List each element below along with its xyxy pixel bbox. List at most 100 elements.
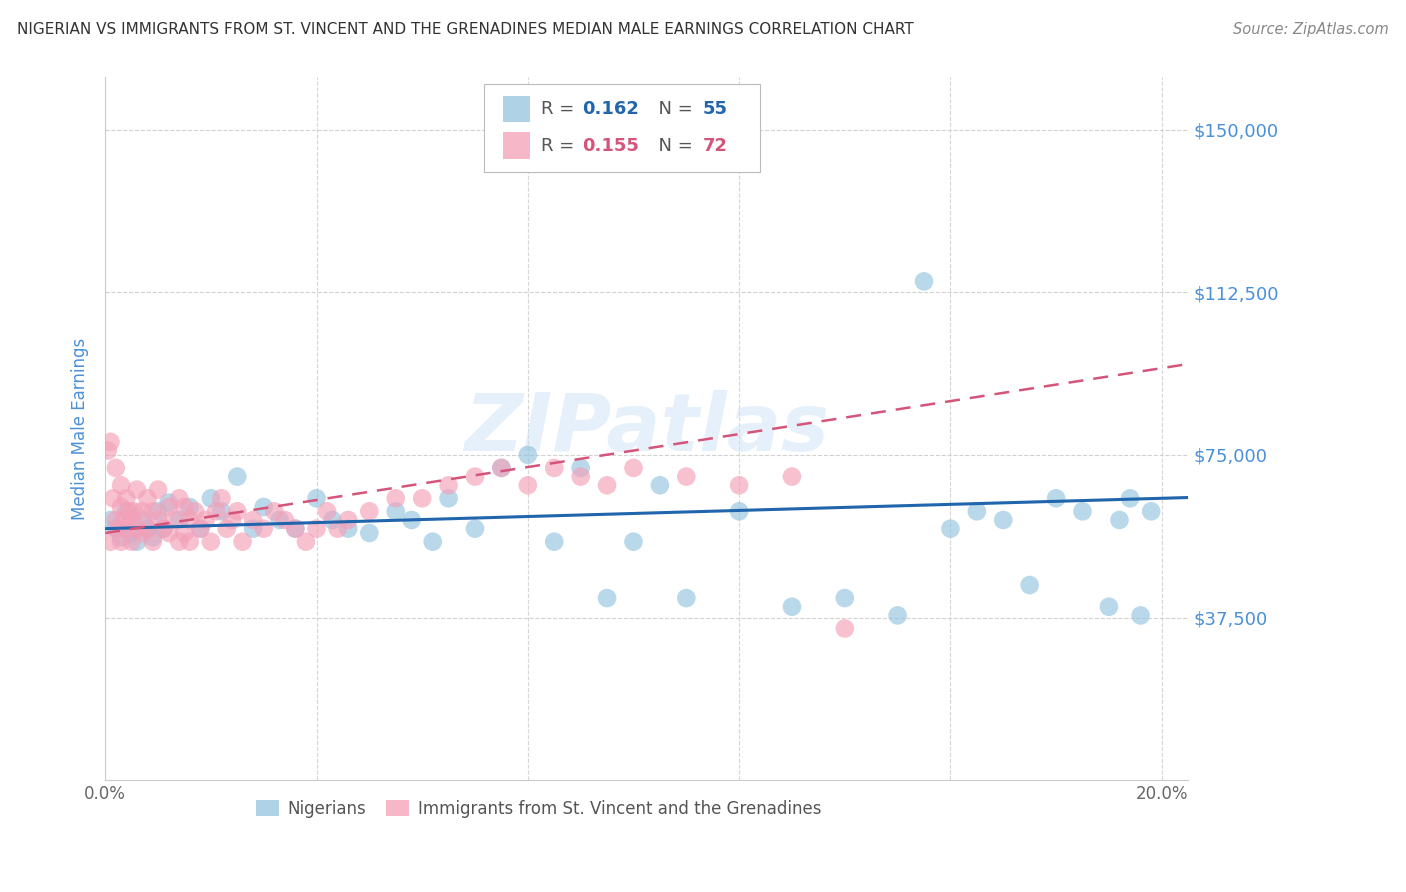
Text: R =: R = bbox=[540, 100, 579, 118]
Point bbox=[179, 534, 201, 549]
Point bbox=[780, 469, 803, 483]
Point bbox=[1129, 608, 1152, 623]
Point bbox=[146, 513, 169, 527]
Point bbox=[780, 599, 803, 614]
Point bbox=[675, 591, 697, 605]
Point bbox=[110, 478, 132, 492]
Point bbox=[188, 522, 211, 536]
Point bbox=[131, 513, 153, 527]
Point bbox=[157, 495, 180, 509]
Point bbox=[215, 522, 238, 536]
Point bbox=[146, 504, 169, 518]
Point bbox=[648, 478, 671, 492]
Point bbox=[316, 504, 339, 518]
Point bbox=[209, 491, 232, 506]
Point bbox=[100, 534, 122, 549]
Point bbox=[359, 526, 381, 541]
Point bbox=[125, 534, 148, 549]
Point bbox=[112, 513, 135, 527]
Point bbox=[623, 534, 645, 549]
Point bbox=[305, 491, 328, 506]
Point bbox=[152, 522, 174, 536]
Point bbox=[104, 522, 127, 536]
Point bbox=[834, 591, 856, 605]
Point bbox=[284, 522, 307, 536]
Point bbox=[167, 534, 190, 549]
Point bbox=[115, 491, 138, 506]
Point bbox=[728, 478, 751, 492]
Text: 0.155: 0.155 bbox=[582, 136, 638, 154]
Point bbox=[321, 513, 343, 527]
Point bbox=[384, 491, 406, 506]
Legend: Nigerians, Immigrants from St. Vincent and the Grenadines: Nigerians, Immigrants from St. Vincent a… bbox=[249, 793, 828, 825]
Text: 72: 72 bbox=[703, 136, 728, 154]
Point bbox=[966, 504, 988, 518]
Point bbox=[295, 534, 318, 549]
Point bbox=[226, 504, 249, 518]
Point bbox=[118, 504, 141, 518]
Point bbox=[337, 522, 360, 536]
Point bbox=[184, 504, 207, 518]
Point bbox=[142, 504, 165, 518]
Point bbox=[516, 448, 538, 462]
Point bbox=[422, 534, 444, 549]
Point bbox=[491, 461, 513, 475]
Bar bbox=[503, 132, 530, 159]
Point bbox=[146, 483, 169, 497]
Point bbox=[115, 522, 138, 536]
Point bbox=[728, 504, 751, 518]
Point bbox=[167, 513, 190, 527]
Point bbox=[596, 591, 619, 605]
Point bbox=[623, 461, 645, 475]
Point bbox=[569, 469, 592, 483]
Point bbox=[491, 461, 513, 475]
Point bbox=[253, 522, 276, 536]
Point bbox=[110, 530, 132, 544]
Point bbox=[543, 534, 565, 549]
Point bbox=[1018, 578, 1040, 592]
Point bbox=[516, 478, 538, 492]
Point bbox=[152, 522, 174, 536]
Text: ZIPatlas: ZIPatlas bbox=[464, 390, 830, 468]
Point bbox=[179, 500, 201, 514]
Point bbox=[1045, 491, 1067, 506]
Point bbox=[136, 522, 159, 536]
Point bbox=[834, 622, 856, 636]
Point bbox=[121, 526, 143, 541]
Point bbox=[337, 513, 360, 527]
Point bbox=[242, 513, 264, 527]
Point bbox=[543, 461, 565, 475]
Point bbox=[939, 522, 962, 536]
Point bbox=[221, 513, 243, 527]
Point bbox=[179, 513, 201, 527]
Point bbox=[326, 522, 349, 536]
Point bbox=[1108, 513, 1130, 527]
Point bbox=[1140, 504, 1163, 518]
Point bbox=[993, 513, 1015, 527]
Point bbox=[464, 469, 486, 483]
Point bbox=[1119, 491, 1142, 506]
Bar bbox=[503, 95, 530, 122]
Point bbox=[1071, 504, 1094, 518]
Point bbox=[188, 522, 211, 536]
Point bbox=[359, 504, 381, 518]
Point bbox=[411, 491, 433, 506]
Point bbox=[569, 461, 592, 475]
Point bbox=[142, 530, 165, 544]
Point bbox=[675, 469, 697, 483]
Point bbox=[596, 478, 619, 492]
Point bbox=[131, 504, 153, 518]
Point bbox=[263, 504, 285, 518]
Point bbox=[100, 513, 122, 527]
Point bbox=[209, 504, 232, 518]
FancyBboxPatch shape bbox=[484, 85, 761, 172]
Point bbox=[401, 513, 423, 527]
Point bbox=[107, 522, 129, 536]
Point bbox=[121, 513, 143, 527]
Point bbox=[912, 274, 935, 288]
Point bbox=[100, 434, 122, 449]
Point bbox=[253, 500, 276, 514]
Point bbox=[305, 522, 328, 536]
Point bbox=[136, 491, 159, 506]
Text: 0.162: 0.162 bbox=[582, 100, 638, 118]
